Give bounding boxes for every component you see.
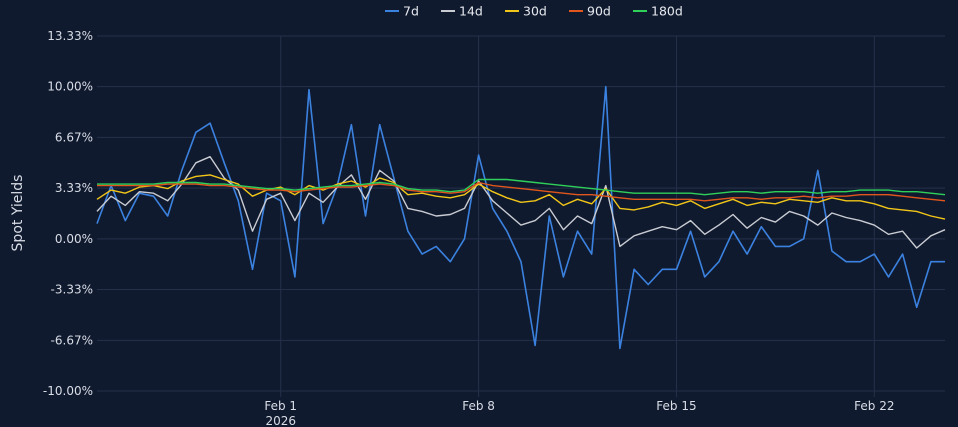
- legend-item-7d[interactable]: 7d: [385, 4, 419, 19]
- legend-item-14d[interactable]: 14d: [441, 4, 483, 19]
- y-axis-title: Spot Yields: [10, 175, 26, 252]
- series-line-7d: [96, 85, 945, 350]
- x-tick-label: Feb 15: [656, 399, 696, 413]
- y-tick-label: -10.00%: [43, 384, 93, 398]
- y-tick-label: 3.33%: [55, 181, 93, 195]
- x-tick-label: Feb 8: [462, 399, 495, 413]
- legend-item-30d[interactable]: 30d: [505, 4, 547, 19]
- y-axis-ticks: 13.33% 10.00% 6.67% 3.33% 0.00% -3.33% -6.67% -…: [43, 29, 93, 398]
- legend-item-180d[interactable]: 180d: [633, 4, 683, 19]
- grid: [97, 35, 945, 397]
- y-tick-label: 6.67%: [55, 130, 93, 144]
- y-tick-label: 10.00%: [47, 80, 93, 94]
- y-tick-label: 13.33%: [47, 29, 93, 43]
- series-line-30d: [96, 174, 946, 220]
- x-tick-label: Feb 22: [854, 399, 894, 413]
- legend[interactable]: 7d 14d 30d 90d 180d: [385, 4, 683, 19]
- y-tick-label: -6.67%: [51, 333, 93, 347]
- legend-label: 30d: [523, 4, 547, 19]
- y-tick-label: -3.33%: [51, 283, 93, 297]
- legend-item-90d[interactable]: 90d: [569, 4, 611, 19]
- legend-label: 180d: [651, 4, 683, 19]
- legend-label: 14d: [459, 4, 483, 19]
- series-line-90d: [97, 181, 946, 202]
- series-line-180d: [97, 178, 946, 196]
- y-tick-label: 0.00%: [55, 232, 93, 246]
- x-tick-label: Feb 1: [264, 399, 297, 413]
- series-lines: [96, 85, 946, 350]
- series-line-14d: [96, 156, 946, 249]
- legend-label: 90d: [587, 4, 611, 19]
- legend-label: 7d: [403, 4, 419, 19]
- x-tick-sublabel: 2026: [265, 414, 296, 427]
